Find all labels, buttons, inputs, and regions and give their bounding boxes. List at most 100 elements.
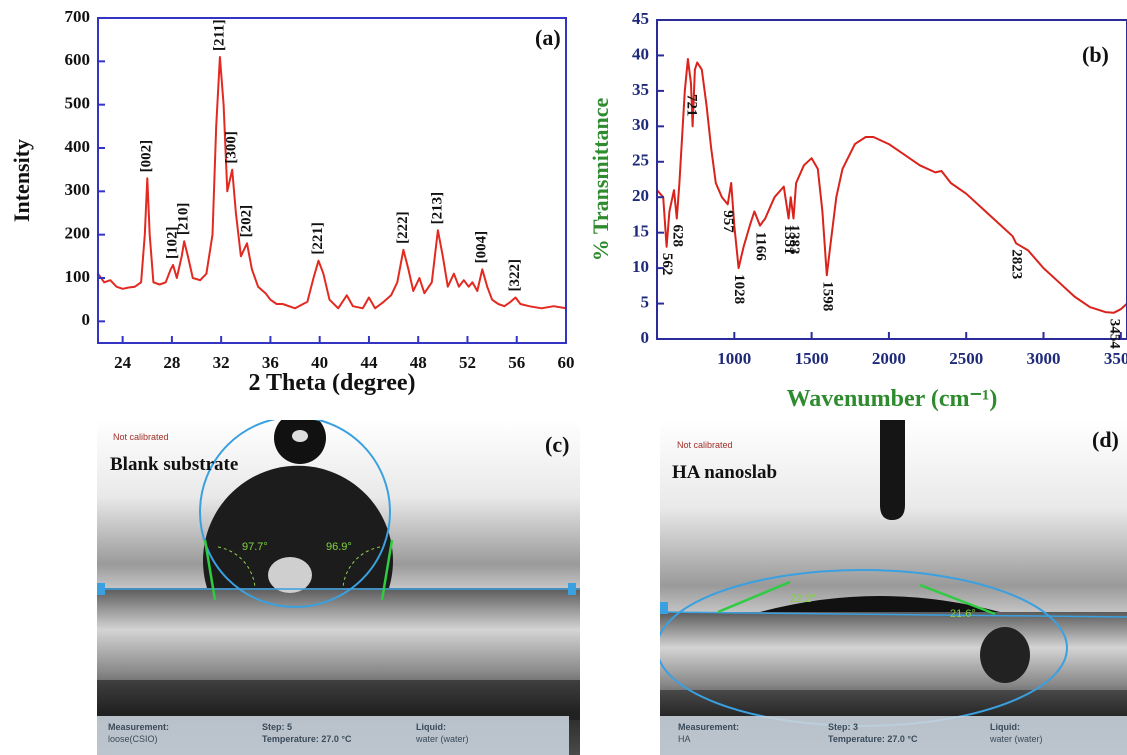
spectrum-line: [98, 56, 566, 310]
peak-label: [300]: [224, 131, 240, 164]
y-tick-label: 40: [632, 44, 649, 63]
tangent: [380, 539, 394, 601]
tangent: [919, 583, 996, 616]
info-key: Measurement:: [108, 722, 169, 732]
x-tick-label: 60: [558, 353, 575, 372]
status: Not calibrated: [113, 432, 169, 442]
x-axis-label: 2 Theta (degree): [248, 370, 415, 396]
peak-label: 1028: [731, 274, 747, 304]
peak-label: 1383: [786, 224, 802, 254]
x-tick-label: 1000: [717, 349, 751, 368]
photo-title: Blank substrate: [110, 454, 238, 475]
tangent: [717, 580, 791, 614]
x-tick-label: 36: [262, 353, 279, 372]
peak-label: 562: [659, 253, 675, 276]
panel-label: (a): [535, 25, 561, 50]
tangent: [203, 539, 217, 601]
plot-frame: [656, 19, 1127, 340]
peak-label: 3454: [1106, 319, 1122, 350]
drop: [203, 465, 394, 588]
marker: [97, 583, 105, 595]
peak-label: [322]: [507, 259, 523, 292]
x-tick-label: 32: [213, 353, 230, 372]
reflection: [268, 557, 312, 593]
y-tick-label: 5: [641, 292, 650, 311]
y-tick-label: 400: [65, 137, 91, 156]
y-tick-label: 25: [632, 151, 649, 170]
photo-d: Not calibrated HA nanoslab (d) 22.2° 21.…: [660, 420, 1127, 755]
info-key: Step: 3: [828, 722, 858, 732]
y-tick-label: 200: [65, 224, 91, 243]
angle-label: 97.7°: [242, 541, 268, 553]
info-key: Temperature: 27.0 °C: [262, 734, 352, 744]
marker: [568, 583, 576, 595]
fit-circle: [199, 420, 391, 608]
panel-label: (b): [1082, 42, 1109, 67]
spectrum-line: [657, 58, 1127, 314]
x-tick-label: 28: [163, 353, 180, 372]
info-key: Temperature: 27.0 °C: [828, 734, 918, 744]
x-tick-label: 56: [508, 353, 525, 372]
peak-label: [002]: [139, 140, 155, 173]
info-bar: [97, 716, 569, 755]
y-tick-label: 100: [65, 267, 91, 286]
y-tick-label: 45: [632, 9, 649, 28]
baseline: [660, 611, 1127, 618]
x-tick-label: 48: [410, 353, 427, 372]
marker: [660, 602, 668, 614]
peak-label: 1598: [819, 281, 835, 311]
peak-label: 957: [720, 210, 736, 233]
shadow: [660, 690, 1127, 720]
panel-label: (d): [1092, 427, 1119, 452]
peak-label: [202]: [238, 205, 254, 238]
y-tick-label: 35: [632, 80, 649, 99]
photo-c: Not calibrated Blank substrate (c) 97.7°…: [97, 420, 580, 755]
x-tick-label: 52: [459, 353, 476, 372]
y-axis-label: % Transmittance: [588, 97, 613, 261]
x-tick-label: 44: [360, 353, 378, 372]
peak-label: [211]: [211, 19, 227, 51]
info-key: Step: 5: [262, 722, 292, 732]
x-tick-label: 3500: [1104, 349, 1127, 368]
drop: [760, 596, 1000, 612]
plot-frame: [97, 17, 567, 344]
panel-label: (c): [545, 432, 569, 457]
y-tick-label: 20: [632, 186, 649, 205]
peak-label: 1351: [781, 224, 797, 254]
peak-label: [102]: [165, 227, 181, 260]
info-key: Measurement:: [678, 722, 739, 732]
y-tick-label: 0: [641, 328, 650, 347]
bubble: [980, 627, 1030, 683]
y-tick-label: 700: [65, 7, 91, 26]
needle: [880, 420, 905, 520]
peak-label: [004]: [474, 231, 490, 264]
peak-label: 721: [684, 94, 700, 117]
photo-title: HA nanoslab: [672, 462, 777, 483]
y-tick-label: 0: [82, 310, 91, 329]
y-tick-label: 600: [65, 50, 91, 69]
x-axis-label: Wavenumber (cm⁻¹): [787, 386, 998, 412]
y-tick-label: 500: [65, 94, 91, 113]
info-value: HA: [678, 734, 691, 744]
info-value: water (water): [415, 734, 469, 744]
peak-label: [222]: [395, 211, 411, 244]
info-value: loose(CSIO): [108, 734, 158, 744]
x-tick-label: 40: [311, 353, 328, 372]
angle-label: 96.9°: [326, 541, 352, 553]
y-axis-label: Intensity: [9, 139, 34, 222]
y-tick-label: 15: [632, 222, 649, 241]
y-tick-label: 10: [632, 257, 649, 276]
y-tick-label: 30: [632, 115, 649, 134]
highlight: [292, 430, 308, 442]
peak-label: 2823: [1009, 249, 1025, 279]
peak-label: [221]: [310, 222, 326, 255]
y-tick-label: 300: [65, 180, 91, 199]
peak-label: [213]: [429, 192, 445, 225]
x-tick-label: 2000: [872, 349, 906, 368]
info-bar: [660, 716, 1127, 755]
x-tick-label: 3000: [1027, 349, 1061, 368]
info-key: Liquid:: [416, 722, 446, 732]
info-key: Liquid:: [990, 722, 1020, 732]
